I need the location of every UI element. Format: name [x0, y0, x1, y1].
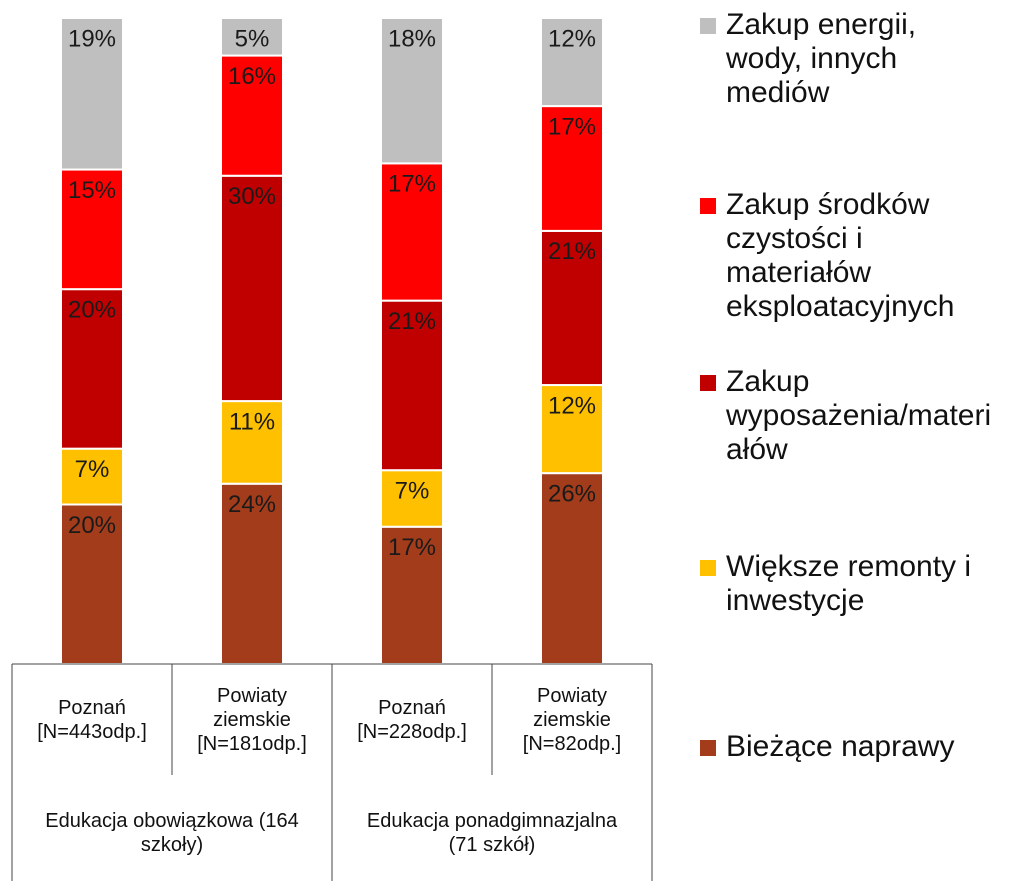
bar-segment: [380, 162, 444, 302]
bar-segment: [60, 503, 124, 666]
value-label: 16%: [228, 63, 276, 90]
bar-segment: [540, 229, 604, 387]
value-label: 21%: [548, 238, 596, 265]
legend-label: Bieżące naprawy: [726, 730, 955, 763]
legend-swatch: [700, 198, 716, 214]
bar-segment: [220, 17, 284, 57]
legend-swatch: [700, 18, 716, 34]
value-label: 11%: [229, 408, 275, 435]
category-label: Poznań [N=228odp.]: [357, 696, 467, 743]
value-label: 17%: [388, 171, 436, 198]
bar-segment: [380, 17, 444, 165]
bar-segment: [540, 472, 604, 665]
legend-swatch: [700, 375, 716, 391]
legend-swatch: [700, 560, 716, 576]
category-label: Poznań [N=443odp.]: [37, 696, 147, 743]
value-label: 17%: [388, 534, 436, 561]
value-label: 12%: [548, 25, 596, 52]
category-label: Powiaty ziemskie [N=181odp.]: [197, 684, 307, 755]
value-label: 24%: [228, 491, 276, 518]
group-label: Edukacja obowiązkowa (164 szkoły): [45, 810, 299, 856]
bar-segment: [540, 105, 604, 232]
category-label: Powiaty ziemskie [N=82odp.]: [522, 684, 622, 755]
legend-label: Większe remonty i inwestycje: [726, 550, 972, 617]
value-label: 26%: [548, 480, 596, 507]
value-label: 18%: [388, 25, 436, 52]
legend-label: Zakup wyposażenia/materiałów: [726, 365, 992, 466]
value-label: 30%: [228, 183, 276, 210]
value-label: 17%: [548, 113, 596, 140]
value-label: 12%: [548, 392, 596, 419]
bar-segment: [540, 384, 604, 475]
value-label: 5%: [235, 25, 270, 52]
bar-segment: [220, 400, 284, 485]
bar-segment: [380, 525, 444, 665]
bar-segment: [540, 17, 604, 108]
legend-swatch: [700, 740, 716, 756]
value-label: 20%: [68, 297, 116, 324]
bar-segment: [380, 469, 444, 528]
value-label: 15%: [68, 177, 116, 204]
bar-segment: [220, 54, 284, 177]
bar-segment: [60, 288, 124, 450]
legend-label: Zakup energii, wody, innych mediów: [726, 8, 917, 109]
group-label: Edukacja ponadgimnazjalna (71 szkół): [366, 810, 618, 856]
legend-label: Zakup środków czystości i materiałów eks…: [726, 188, 955, 323]
value-label: 21%: [388, 308, 436, 335]
bar-segment: [60, 17, 124, 171]
value-label: 20%: [68, 512, 116, 539]
value-label: 7%: [395, 478, 430, 505]
bar-segment: [220, 174, 284, 403]
bar-segment: [60, 168, 124, 291]
value-label: 7%: [75, 456, 110, 483]
value-label: 19%: [68, 25, 116, 52]
